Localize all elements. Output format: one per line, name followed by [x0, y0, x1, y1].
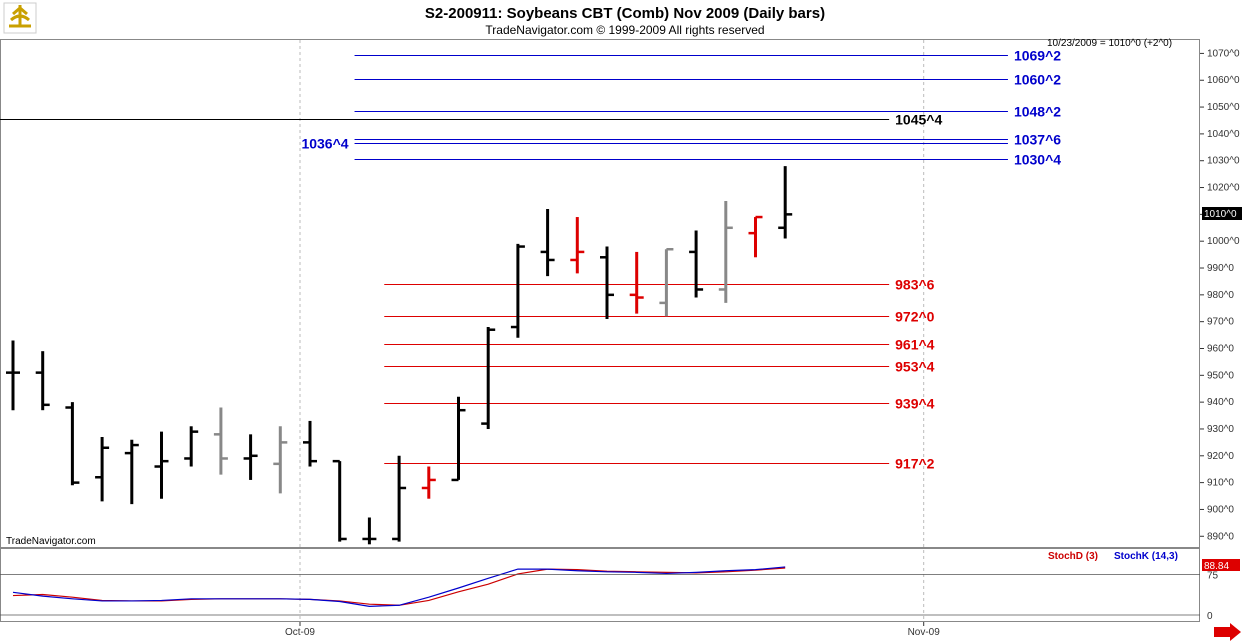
price-tick-label: 1050^0 — [1207, 102, 1240, 113]
level-label: 917^2 — [895, 456, 935, 472]
price-tick-label: 940^0 — [1207, 397, 1234, 408]
ohlc-bar — [510, 243, 525, 338]
level-label: 1037^6 — [1014, 132, 1061, 148]
last-price-box — [1202, 207, 1242, 220]
price-tick-label: 1030^0 — [1207, 156, 1240, 167]
stoch-value-label: 88.84 — [1204, 561, 1229, 572]
price-tick-label: 960^0 — [1207, 343, 1234, 354]
stochastic-axis: 75 0 — [0, 571, 1219, 622]
ohlc-bar — [332, 459, 347, 542]
ohlc-bar — [6, 340, 20, 411]
ohlc-bar — [718, 200, 733, 303]
ohlc-bar — [154, 431, 169, 499]
ohlc-bar — [689, 230, 704, 298]
last-price-label: 1010^0 — [1204, 209, 1237, 220]
level-label: 1048^2 — [1014, 104, 1061, 120]
stoch-tick-label: 75 — [1207, 571, 1219, 582]
price-axis: 890^0 900^0 910^0 920^0 930^0 940^0 950^0 960^0… — [1200, 48, 1240, 542]
stoch-tick-label: 0 — [1207, 611, 1213, 622]
price-tick-label: 890^0 — [1207, 531, 1234, 542]
ohlc-bar — [35, 351, 50, 411]
ohlc-bar — [65, 402, 80, 486]
ohlc-bar — [481, 327, 496, 429]
price-tick-label: 1000^0 — [1207, 236, 1240, 247]
ohlc-bar — [362, 517, 377, 545]
ohlc-bar — [451, 396, 466, 482]
stoch-k-legend: StochK (14,3) — [1114, 551, 1178, 562]
level-label: 953^4 — [895, 359, 935, 375]
price-tick-label: 1070^0 — [1207, 48, 1240, 59]
ohlc-bars — [6, 166, 793, 545]
price-tick-label: 990^0 — [1207, 263, 1234, 274]
stoch-k-line — [12, 566, 786, 607]
ohlc-bar — [659, 247, 674, 317]
ohlc-bar — [600, 246, 614, 319]
chart-title: S2-200911: Soybeans CBT (Comb) Nov 2009 … — [425, 5, 825, 22]
ohlc-bar — [778, 166, 793, 239]
price-tick-label: 970^0 — [1207, 317, 1234, 328]
date-tick-label: Nov-09 — [908, 627, 941, 638]
price-tick-label: 920^0 — [1207, 451, 1234, 462]
ohlc-bar — [392, 455, 407, 542]
watermark: TradeNavigator.com — [6, 536, 96, 547]
price-tick-label: 910^0 — [1207, 478, 1234, 489]
price-tick-label: 950^0 — [1207, 370, 1234, 381]
level-label: 1060^2 — [1014, 72, 1061, 88]
level-label: 1045^4 — [895, 112, 942, 128]
stoch-d-legend: StochD (3) — [1048, 551, 1098, 562]
ohlc-bar — [303, 420, 317, 467]
trade-navigator-logo-icon — [9, 5, 31, 28]
price-tick-label: 1040^0 — [1207, 129, 1240, 140]
level-label: 983^6 — [895, 277, 935, 293]
date-tick-label: Oct-09 — [285, 627, 315, 638]
ohlc-bar — [629, 251, 644, 314]
ohlc-bar — [124, 439, 139, 505]
price-levels: 1069^2 1060^2 1048^2 1045^4 1037^6 1036^4 1030… — [0, 48, 1061, 472]
ohlc-bar — [95, 437, 110, 502]
price-tick-label: 1020^0 — [1207, 183, 1240, 194]
ohlc-bar — [243, 434, 258, 480]
price-tick-label: 930^0 — [1207, 424, 1234, 435]
level-label: 939^4 — [895, 396, 935, 412]
stochastic-panel — [0, 548, 1200, 622]
level-label: 1030^4 — [1014, 152, 1061, 168]
ohlc-bar — [570, 217, 585, 274]
scroll-right-arrow-icon[interactable] — [1214, 623, 1241, 641]
ohlc-bar — [421, 466, 436, 499]
ohlc-bar — [540, 209, 555, 277]
date-gridlines — [299, 40, 925, 622]
ohlc-bar — [273, 426, 288, 494]
last-value-note: 10/23/2009 = 1010^0 (+2^0) — [1047, 38, 1172, 49]
level-label: 1069^2 — [1014, 48, 1061, 64]
level-label: 972^0 — [895, 309, 935, 325]
chart-subtitle: TradeNavigator.com © 1999-2009 All right… — [485, 23, 764, 37]
price-tick-label: 900^0 — [1207, 504, 1234, 515]
logo — [3, 2, 37, 34]
price-tick-label: 1060^0 — [1207, 75, 1240, 86]
ohlc-bar — [213, 407, 228, 475]
stochastic-lines — [12, 566, 786, 607]
price-tick-label: 980^0 — [1207, 290, 1234, 301]
date-axis: Oct-09 Nov-09 — [285, 622, 940, 638]
level-label: 1036^4 — [301, 136, 348, 152]
ohlc-bar — [184, 426, 199, 467]
level-label: 961^4 — [895, 337, 935, 353]
stoch-value-box — [1202, 559, 1240, 571]
ohlc-bar — [748, 215, 763, 258]
